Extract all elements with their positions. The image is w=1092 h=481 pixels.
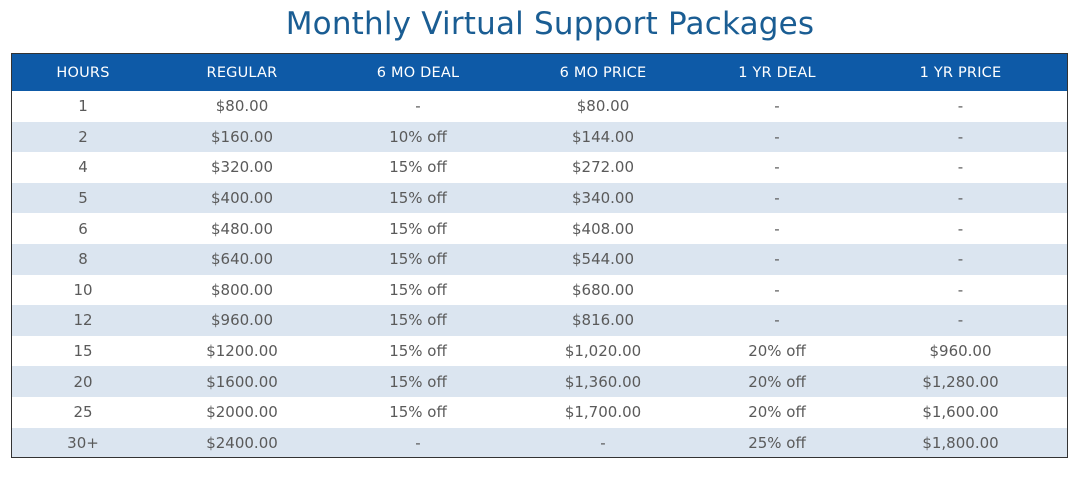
cell-1yr-price: - — [957, 219, 964, 238]
table-row: 8 $640.00 15% off $544.00 - - — [12, 243, 1067, 275]
cell-1yr-deal: 25% off — [748, 433, 806, 452]
header-hours: HOURS — [56, 64, 110, 81]
cell-6mo-deal: 15% off — [389, 372, 447, 391]
cell-6mo-price: $544.00 — [571, 250, 635, 269]
table-row: 6 $480.00 15% off $408.00 - - — [12, 213, 1067, 244]
table-row: 15 $1200.00 15% off $1,020.00 20% off $9… — [12, 336, 1067, 367]
cell-hours: 15 — [73, 342, 93, 361]
cell-regular: $320.00 — [210, 158, 274, 177]
cell-1yr-price: $1,600.00 — [922, 403, 999, 422]
table-row: 25 $2000.00 15% off $1,700.00 20% off $1… — [12, 397, 1067, 428]
cell-regular: $960.00 — [210, 311, 274, 330]
table-row: 30+ $2400.00 - - 25% off $1,800.00 — [12, 427, 1067, 457]
cell-1yr-deal: 20% off — [748, 342, 806, 361]
cell-1yr-deal: 20% off — [748, 372, 806, 391]
cell-hours: 20 — [73, 372, 93, 391]
cell-1yr-price: - — [957, 127, 964, 146]
cell-1yr-deal: - — [774, 127, 780, 146]
cell-1yr-deal: - — [774, 250, 780, 269]
cell-1yr-deal: - — [774, 97, 780, 116]
table-row: 20 $1600.00 15% off $1,360.00 20% off $1… — [12, 366, 1067, 397]
cell-6mo-deal: 15% off — [389, 250, 447, 269]
cell-1yr-deal: - — [774, 311, 780, 330]
cell-regular: $80.00 — [215, 97, 269, 116]
header-6mo-price: 6 MO PRICE — [559, 64, 647, 81]
cell-1yr-price: - — [957, 311, 964, 330]
cell-regular: $160.00 — [210, 127, 274, 146]
cell-regular: $480.00 — [210, 219, 274, 238]
cell-hours: 6 — [78, 219, 88, 238]
cell-regular: $1600.00 — [206, 372, 278, 391]
cell-1yr-price: $1,800.00 — [922, 433, 999, 452]
header-6mo-deal: 6 MO DEAL — [376, 64, 460, 81]
table-row: 2 $160.00 10% off $144.00 - - — [12, 121, 1067, 153]
cell-6mo-deal: 10% off — [389, 127, 447, 146]
cell-6mo-price: $1,360.00 — [564, 372, 642, 391]
cell-1yr-price: - — [957, 189, 964, 208]
cell-6mo-price: $272.00 — [571, 158, 635, 177]
table-row: 4 $320.00 15% off $272.00 - - — [12, 152, 1067, 183]
cell-regular: $400.00 — [210, 189, 274, 208]
cell-6mo-deal: 15% off — [389, 342, 447, 361]
cell-hours: 8 — [78, 250, 88, 269]
cell-hours: 4 — [78, 158, 88, 177]
table-row: 10 $800.00 15% off $680.00 - - — [12, 275, 1067, 306]
cell-regular: $2000.00 — [206, 403, 278, 422]
cell-1yr-deal: - — [774, 280, 780, 299]
cell-1yr-deal: - — [774, 189, 780, 208]
cell-6mo-price: $80.00 — [576, 97, 630, 116]
cell-hours: 10 — [73, 280, 93, 299]
cell-hours: 1 — [78, 97, 88, 116]
cell-hours: 2 — [78, 127, 88, 146]
cell-regular: $1200.00 — [206, 342, 278, 361]
cell-6mo-price: $408.00 — [571, 219, 635, 238]
cell-6mo-deal: 15% off — [389, 280, 447, 299]
cell-6mo-deal: - — [415, 97, 421, 116]
cell-regular: $640.00 — [210, 250, 274, 269]
cell-6mo-price: $816.00 — [571, 311, 635, 330]
cell-6mo-price: $680.00 — [571, 280, 635, 299]
pricing-table: HOURS REGULAR 6 MO DEAL 6 MO PRICE 1 YR … — [11, 53, 1068, 458]
cell-1yr-deal: - — [774, 219, 780, 238]
cell-6mo-deal: 15% off — [389, 158, 447, 177]
cell-1yr-price: - — [957, 158, 964, 177]
cell-regular: $800.00 — [210, 280, 274, 299]
cell-6mo-deal: 15% off — [389, 189, 447, 208]
cell-hours: 30+ — [67, 433, 99, 452]
cell-hours: 25 — [73, 403, 93, 422]
cell-hours: 5 — [78, 189, 88, 208]
cell-6mo-price: $340.00 — [571, 189, 635, 208]
cell-1yr-price: - — [957, 280, 964, 299]
cell-6mo-price: $1,700.00 — [564, 403, 642, 422]
cell-1yr-deal: 20% off — [748, 403, 806, 422]
cell-1yr-price: $960.00 — [929, 342, 992, 361]
cell-6mo-deal: 15% off — [389, 219, 447, 238]
cell-6mo-price: $144.00 — [571, 127, 635, 146]
table-row: 1 $80.00 - $80.00 - - — [12, 91, 1067, 122]
cell-regular: $2400.00 — [206, 433, 278, 452]
cell-6mo-deal: 15% off — [389, 311, 447, 330]
cell-1yr-deal: - — [774, 158, 780, 177]
cell-hours: 12 — [73, 311, 93, 330]
table-row: 5 $400.00 15% off $340.00 - - — [12, 182, 1067, 214]
header-regular: REGULAR — [206, 64, 278, 81]
cell-6mo-deal: - — [415, 433, 421, 452]
cell-1yr-price: - — [957, 250, 964, 269]
header-1yr-price: 1 YR PRICE — [919, 64, 1002, 81]
table-row: 12 $960.00 15% off $816.00 - - — [12, 305, 1067, 336]
cell-6mo-price: $1,020.00 — [564, 342, 642, 361]
cell-1yr-price: - — [957, 97, 964, 116]
page-title: Monthly Virtual Support Packages — [285, 6, 815, 42]
cell-6mo-deal: 15% off — [389, 403, 447, 422]
cell-1yr-price: $1,280.00 — [922, 372, 999, 391]
table-header: HOURS REGULAR 6 MO DEAL 6 MO PRICE 1 YR … — [12, 54, 1067, 91]
cell-6mo-price: - — [600, 433, 606, 452]
header-1yr-deal: 1 YR DEAL — [738, 64, 816, 81]
